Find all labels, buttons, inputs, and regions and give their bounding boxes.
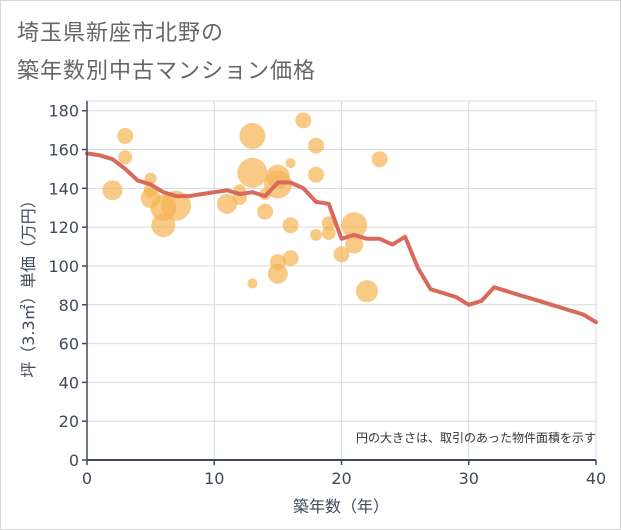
y-tick-label: 180: [48, 102, 79, 121]
bubble-point: [267, 263, 288, 284]
bubble-point: [285, 158, 296, 169]
bubble-point: [161, 190, 192, 221]
bubble-point: [308, 137, 325, 154]
x-axis-title: 築年数（年）: [293, 497, 389, 516]
bubble-point: [295, 112, 312, 129]
x-tick-label: 10: [204, 469, 224, 488]
x-tick-label: 0: [82, 469, 92, 488]
y-tick-label: 40: [59, 373, 79, 392]
trend-line-layer: [85, 151, 598, 325]
bubble-point: [102, 180, 123, 201]
bubble-point: [345, 235, 364, 254]
bubble-point: [118, 150, 133, 165]
grid-layer: [86, 100, 597, 461]
bubble-size-note: 円の大きさは、取引のあった物件面積を示す: [356, 430, 596, 445]
bubble-point: [247, 278, 258, 289]
bubble-point: [310, 228, 323, 241]
y-tick-label: 160: [48, 141, 79, 160]
y-tick-label: 0: [69, 451, 79, 470]
bubble-point: [355, 280, 378, 303]
y-axis-title: 坪（3.3㎡）単価（万円）: [19, 192, 38, 377]
bubble-point: [117, 127, 134, 144]
chart-title-line-1: 埼玉県新座市北野の: [17, 21, 225, 46]
bubble-point: [333, 246, 350, 263]
y-tick-label: 140: [48, 179, 79, 198]
bubble-point: [371, 151, 388, 168]
y-tick-label: 60: [59, 335, 79, 354]
axis-layer: [82, 101, 597, 465]
bubble-point: [282, 250, 299, 267]
y-tick-label: 20: [59, 412, 79, 431]
x-tick-label: 20: [331, 469, 351, 488]
bubble-point: [282, 217, 299, 234]
bubble-point: [321, 216, 336, 231]
bubble-point: [239, 122, 266, 149]
y-tick-label: 120: [48, 218, 79, 237]
bubble-point: [308, 166, 325, 183]
bubble-point: [341, 212, 368, 239]
bubble-point: [216, 193, 237, 214]
bubble-point: [257, 203, 274, 220]
x-tick-label: 40: [586, 469, 606, 488]
x-tick-label: 30: [459, 469, 479, 488]
bubble-layer: [102, 112, 388, 303]
chart-title-line-2: 築年数別中古マンション価格: [17, 59, 317, 84]
bubble-point: [321, 225, 336, 240]
average-price-line: [85, 151, 598, 325]
tick-label-layer: 0 20 40 60 80 100 120 140 160 180 0 10 20 30 40: [48, 102, 606, 488]
y-tick-label: 100: [48, 257, 79, 276]
bubble-point: [237, 157, 268, 188]
y-tick-label: 80: [59, 296, 79, 315]
